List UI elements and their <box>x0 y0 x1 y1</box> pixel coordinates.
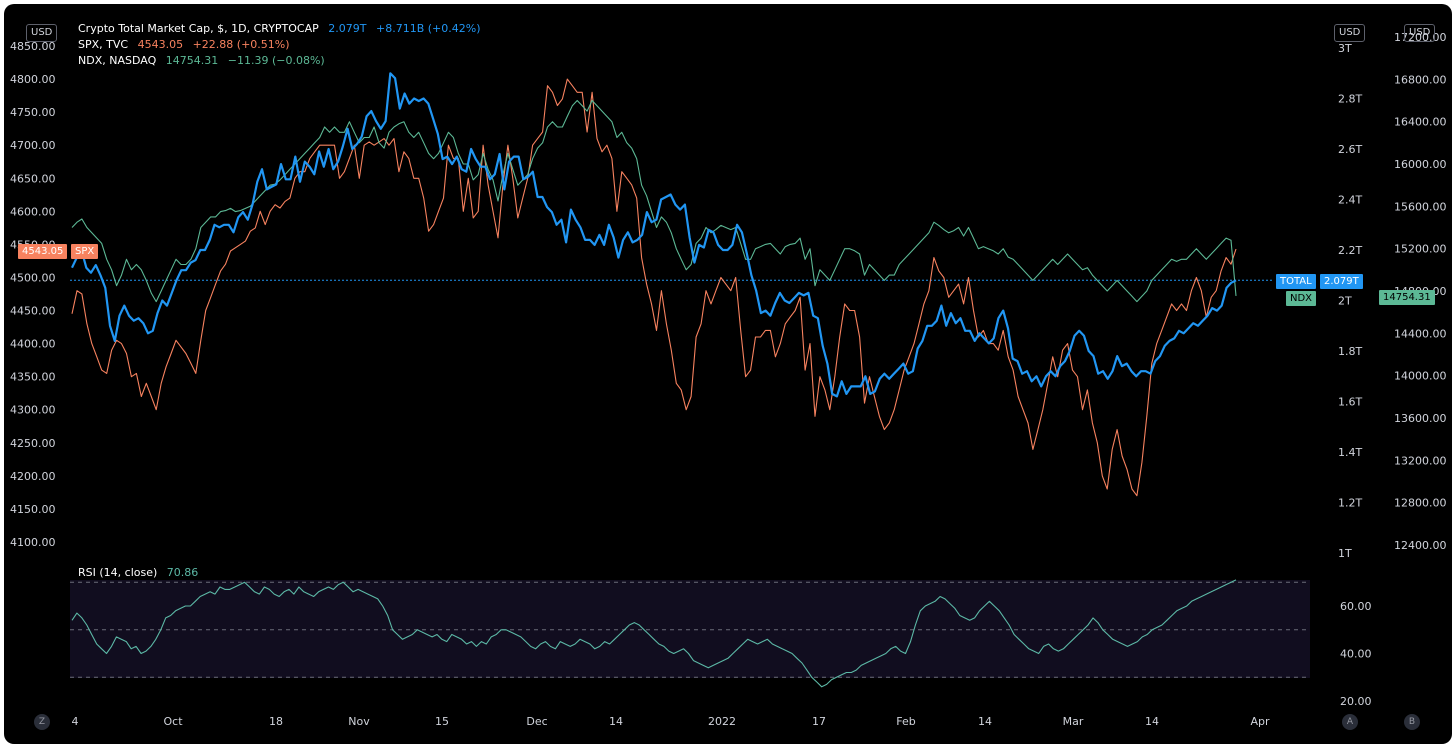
series-line-ndx <box>71 99 1237 303</box>
legend-ndx-name: NDX, NASDAQ <box>78 54 157 67</box>
rsi-pane-background <box>70 580 1310 678</box>
ndx-price-tag-label: NDX <box>1286 291 1317 306</box>
mid-axis-tick: 2.4T <box>1338 194 1362 207</box>
series-line-total <box>71 72 1237 398</box>
left-axis-tick: 4350.00 <box>10 371 56 384</box>
mid-axis-tick: 1T <box>1338 547 1352 560</box>
ndx-price-tag-value: 14754.31 <box>1379 290 1435 305</box>
log-scale-button[interactable]: B <box>1404 714 1420 730</box>
x-axis-tick: 17 <box>812 715 826 728</box>
x-axis-tick: 18 <box>269 715 283 728</box>
usd-badge-right[interactable]: USD <box>1404 24 1436 42</box>
legend-rsi[interactable]: RSI (14, close) 70.86 <box>78 566 198 579</box>
rsi-axis-tick: 40.00 <box>1340 648 1372 661</box>
legend-total[interactable]: Crypto Total Market Cap, $, 1D, CRYPTOCA… <box>78 22 481 35</box>
left-axis-tick: 4750.00 <box>10 106 56 119</box>
x-axis-tick: 14 <box>1145 715 1159 728</box>
left-axis-tick: 4250.00 <box>10 437 56 450</box>
right-axis-tick: 16000.00 <box>1394 158 1447 171</box>
total-price-tag-label: TOTAL <box>1276 274 1316 289</box>
mid-axis-tick: 1.6T <box>1338 396 1362 409</box>
usd-badge-left[interactable]: USD <box>26 24 58 42</box>
legend-ndx-change: −11.39 (−0.08%) <box>227 54 325 67</box>
left-axis-tick: 4800.00 <box>10 73 56 86</box>
right-axis-tick: 13600.00 <box>1394 412 1447 425</box>
right-axis-tick: 13200.00 <box>1394 454 1447 467</box>
x-axis-tick: 14 <box>978 715 992 728</box>
x-axis-tick: Dec <box>526 715 547 728</box>
left-axis-tick: 4200.00 <box>10 470 56 483</box>
right-axis-tick: 12800.00 <box>1394 497 1447 510</box>
mid-axis-tick: 2T <box>1338 295 1352 308</box>
right-axis-tick: 16400.00 <box>1394 116 1447 129</box>
mid-axis-tick: 2.6T <box>1338 143 1362 156</box>
legend-rsi-name: RSI (14, close) <box>78 566 158 579</box>
left-axis-tick: 4700.00 <box>10 139 56 152</box>
total-price-tag-value: 2.079T <box>1320 274 1363 289</box>
rsi-axis-tick: 60.00 <box>1340 600 1372 613</box>
left-axis-tick: 4450.00 <box>10 305 56 318</box>
left-axis-tick: 4400.00 <box>10 338 56 351</box>
mid-axis-tick: 1.8T <box>1338 345 1362 358</box>
x-axis-tick: Feb <box>896 715 915 728</box>
left-axis-tick: 4850.00 <box>10 40 56 53</box>
legend-spx-change: +22.88 (+0.51%) <box>192 38 290 51</box>
mid-axis-tick: 1.2T <box>1338 497 1362 510</box>
zoom-reset-button[interactable]: Z <box>34 714 50 730</box>
rsi-axis-tick: 20.00 <box>1340 695 1372 708</box>
left-axis-tick: 4100.00 <box>10 536 56 549</box>
right-axis-tick: 14000.00 <box>1394 370 1447 383</box>
left-axis-tick: 4600.00 <box>10 205 56 218</box>
x-axis-tick: 15 <box>435 715 449 728</box>
auto-scale-button[interactable]: A <box>1342 714 1358 730</box>
x-axis-tick: Apr <box>1250 715 1270 728</box>
right-axis-tick: 16800.00 <box>1394 73 1447 86</box>
x-axis-tick: 2022 <box>708 715 736 728</box>
legend-spx-name: SPX, TVC <box>78 38 129 51</box>
legend-ndx[interactable]: NDX, NASDAQ 14754.31 −11.39 (−0.08%) <box>78 54 325 67</box>
spx-price-tag-value: 4543.05 <box>18 244 68 259</box>
right-axis-tick: 12400.00 <box>1394 539 1447 552</box>
left-axis-tick: 4300.00 <box>10 404 56 417</box>
mid-axis-tick: 2.8T <box>1338 93 1362 106</box>
series-line-rsi <box>71 579 1237 688</box>
mid-axis-tick: 1.4T <box>1338 446 1362 459</box>
x-axis-tick: Nov <box>348 715 370 728</box>
legend-total-change: +8.711B (+0.42%) <box>376 22 481 35</box>
usd-badge-mid[interactable]: USD <box>1334 24 1366 42</box>
right-axis-tick: 15600.00 <box>1394 200 1447 213</box>
left-axis-tick: 4150.00 <box>10 503 56 516</box>
chart-canvas[interactable]: 4850.00 4800.00 4750.00 4700.00 4650.00 4600.… <box>4 4 1452 744</box>
spx-price-tag-label: SPX <box>71 244 99 259</box>
left-axis-tick: 4500.00 <box>10 271 56 284</box>
legend-total-value: 2.079T <box>328 22 367 35</box>
chart-frame: 4850.00 4800.00 4750.00 4700.00 4650.00 4600.… <box>4 4 1452 744</box>
x-axis-tick: 4 <box>72 715 79 728</box>
legend-ndx-value: 14754.31 <box>165 54 219 67</box>
right-axis-tick: 14400.00 <box>1394 327 1447 340</box>
legend-spx[interactable]: SPX, TVC 4543.05 +22.88 (+0.51%) <box>78 38 290 51</box>
right-axis-tick: 15200.00 <box>1394 243 1447 256</box>
series-line-spx <box>71 78 1237 497</box>
x-axis-tick: 14 <box>609 715 623 728</box>
mid-axis-tick: 3T <box>1338 42 1352 55</box>
legend-spx-value: 4543.05 <box>137 38 184 51</box>
x-axis-tick: Oct <box>163 715 183 728</box>
x-axis-tick: Mar <box>1063 715 1084 728</box>
mid-axis-tick: 2.2T <box>1338 244 1362 257</box>
legend-rsi-value: 70.86 <box>166 566 199 579</box>
left-axis-tick: 4650.00 <box>10 172 56 185</box>
legend-total-name: Crypto Total Market Cap, $, 1D, CRYPTOCA… <box>78 22 319 35</box>
